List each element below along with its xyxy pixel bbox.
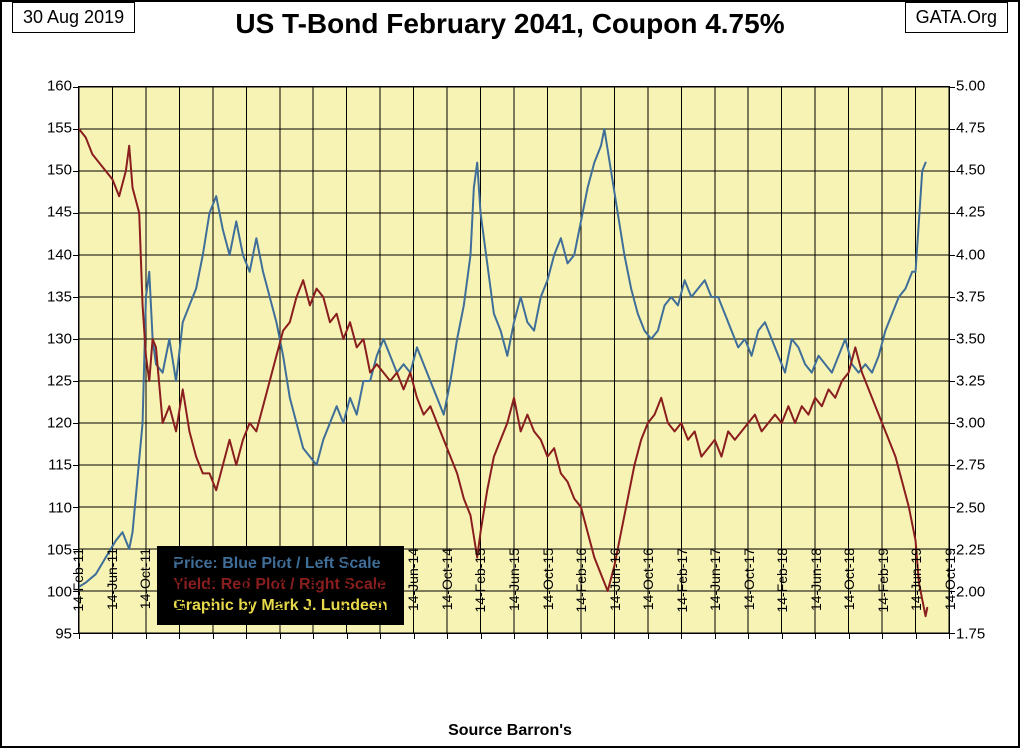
chart-frame: 30 Aug 2019 GATA.Org US T-Bond February … xyxy=(0,0,1020,748)
source-label: Source Barron's xyxy=(2,722,1018,740)
xtick: 14-Feb-15 xyxy=(472,548,488,638)
xtick: 14-Feb-13 xyxy=(271,548,287,638)
xtick: 14-Jun-17 xyxy=(707,548,723,638)
org-box: GATA.Org xyxy=(905,2,1008,33)
xtick: 14-Jun-19 xyxy=(908,548,924,638)
xtick: 14-Oct-19 xyxy=(942,548,958,638)
xtick: 14-Oct-12 xyxy=(238,548,254,638)
ytick-right: 2.00 xyxy=(956,583,985,600)
xtick: 14-Jun-11 xyxy=(104,548,120,638)
ytick-right: 3.00 xyxy=(956,415,985,432)
xtick: 14-Jun-15 xyxy=(506,548,522,638)
xtick: 14-Oct-14 xyxy=(439,548,455,638)
ytick-left: 145 xyxy=(47,204,72,221)
ytick-right: 2.50 xyxy=(956,499,985,516)
xtick: 14-Jun-13 xyxy=(305,548,321,638)
xtick: 14-Oct-16 xyxy=(640,548,656,638)
ytick-left: 135 xyxy=(47,288,72,305)
ytick-left: 115 xyxy=(48,457,72,474)
xtick: 14-Feb-11 xyxy=(70,548,86,638)
ytick-left: 125 xyxy=(47,373,72,390)
ytick-left: 130 xyxy=(47,330,72,347)
plot-wrap: Price: Blue Plot / Left Scale Yield: Red… xyxy=(78,86,950,634)
xtick: 14-Oct-18 xyxy=(841,548,857,638)
xtick: 14-Feb-19 xyxy=(875,548,891,638)
ytick-left: 160 xyxy=(47,78,72,95)
ytick-left: 140 xyxy=(47,246,72,263)
xtick: 14-Oct-15 xyxy=(540,548,556,638)
ytick-left: 105 xyxy=(47,541,72,558)
xtick: 14-Oct-11 xyxy=(137,548,153,638)
xtick: 14-Feb-17 xyxy=(674,548,690,638)
ytick-right: 2.75 xyxy=(956,457,985,474)
ytick-right: 4.75 xyxy=(956,120,985,137)
xtick: 14-Jun-12 xyxy=(204,548,220,638)
xtick: 14-Feb-12 xyxy=(171,548,187,638)
ytick-right: 3.25 xyxy=(956,373,985,390)
xtick: 14-Jun-18 xyxy=(808,548,824,638)
ytick-left: 110 xyxy=(48,499,72,516)
ytick-right: 4.00 xyxy=(956,246,985,263)
chart-title: US T-Bond February 2041, Coupon 4.75% xyxy=(2,2,1018,40)
date-box: 30 Aug 2019 xyxy=(12,2,135,33)
ytick-right: 5.00 xyxy=(956,78,985,95)
ytick-right: 3.75 xyxy=(956,288,985,305)
xtick: 14-Feb-18 xyxy=(774,548,790,638)
ytick-left: 155 xyxy=(47,120,72,137)
ytick-left: 120 xyxy=(47,415,72,432)
xtick: 14-Jun-16 xyxy=(607,548,623,638)
ytick-right: 1.75 xyxy=(956,626,985,643)
xtick: 14-Feb-14 xyxy=(372,548,388,638)
ytick-right: 4.25 xyxy=(956,204,985,221)
ytick-right: 4.50 xyxy=(956,162,985,179)
xtick: 14-Oct-13 xyxy=(338,548,354,638)
xtick: 14-Jun-14 xyxy=(405,548,421,638)
xtick: 14-Feb-16 xyxy=(573,548,589,638)
ytick-right: 3.50 xyxy=(956,330,985,347)
ytick-right: 2.25 xyxy=(956,541,985,558)
ytick-left: 100 xyxy=(47,583,72,600)
xtick: 14-Oct-17 xyxy=(741,548,757,638)
ytick-left: 150 xyxy=(47,162,72,179)
